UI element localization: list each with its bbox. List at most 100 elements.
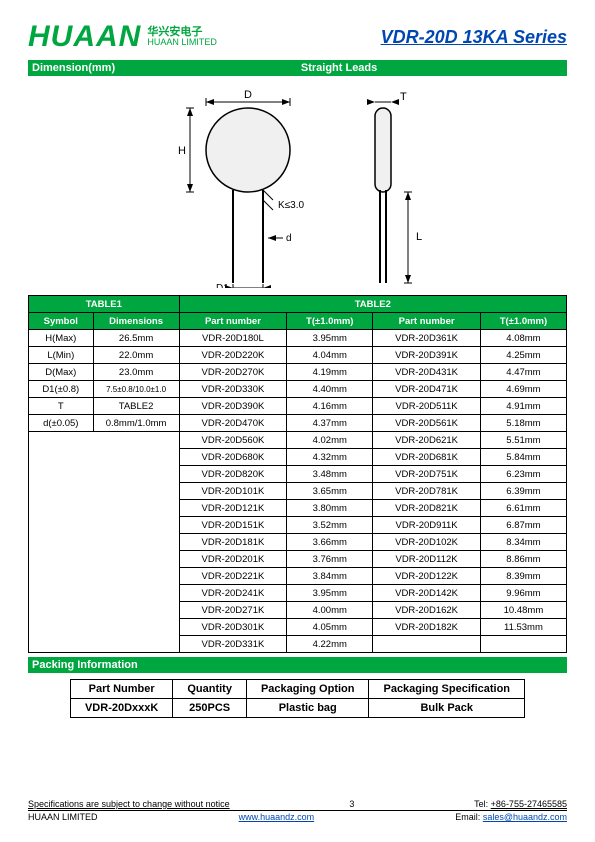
table2-p2: VDR-20D821K bbox=[373, 500, 481, 517]
table2-t1: 3.65mm bbox=[287, 483, 373, 500]
table2-p1: VDR-20D560K bbox=[179, 432, 287, 449]
packing-title: Packing Information bbox=[28, 657, 567, 673]
table2-p1: VDR-20D101K bbox=[179, 483, 287, 500]
table2-p1: VDR-20D820K bbox=[179, 466, 287, 483]
table2-t2: 4.91mm bbox=[480, 398, 566, 415]
table2-p2: VDR-20D102K bbox=[373, 534, 481, 551]
table1-dim: 7.5±0.8/10.0±1.0 bbox=[93, 381, 179, 398]
empty-cell bbox=[29, 534, 94, 551]
table2-p1: VDR-20D301K bbox=[179, 619, 287, 636]
empty-cell bbox=[93, 636, 179, 653]
empty-cell bbox=[93, 449, 179, 466]
table2-p2: VDR-20D112K bbox=[373, 551, 481, 568]
table2-t2: 8.86mm bbox=[480, 551, 566, 568]
table2-p1: VDR-20D241K bbox=[179, 585, 287, 602]
empty-cell bbox=[29, 551, 94, 568]
footer: Specifications are subject to change wit… bbox=[28, 799, 567, 822]
label-D1: D1 bbox=[216, 283, 229, 288]
table1-col1: Symbol bbox=[29, 313, 94, 330]
table2-t1: 3.48mm bbox=[287, 466, 373, 483]
empty-cell bbox=[29, 483, 94, 500]
table2-p1: VDR-20D180L bbox=[179, 330, 287, 347]
table2-p1: VDR-20D271K bbox=[179, 602, 287, 619]
empty-cell bbox=[93, 500, 179, 517]
table2-t1: 3.80mm bbox=[287, 500, 373, 517]
empty-cell bbox=[93, 568, 179, 585]
empty-cell bbox=[93, 483, 179, 500]
table2-p1: VDR-20D680K bbox=[179, 449, 287, 466]
table2-t1: 4.40mm bbox=[287, 381, 373, 398]
label-d: d bbox=[286, 233, 292, 244]
table2-t2: 8.39mm bbox=[480, 568, 566, 585]
empty-cell bbox=[93, 602, 179, 619]
table2-p2: VDR-20D182K bbox=[373, 619, 481, 636]
email-link[interactable]: sales@huaandz.com bbox=[483, 812, 567, 822]
table2-col2: T(±1.0mm) bbox=[287, 313, 373, 330]
table2-t2: 4.47mm bbox=[480, 364, 566, 381]
table2-p1: VDR-20D270K bbox=[179, 364, 287, 381]
table2-col1: Part number bbox=[179, 313, 287, 330]
dimension-label: Dimension(mm) bbox=[32, 62, 115, 74]
packing-r2: 250PCS bbox=[173, 699, 247, 718]
table2-p1: VDR-20D121K bbox=[179, 500, 287, 517]
page-title: VDR-20D 13KA Series bbox=[381, 27, 567, 48]
empty-cell bbox=[29, 449, 94, 466]
table2-t1: 3.52mm bbox=[287, 517, 373, 534]
spec-note: Specifications are subject to change wit… bbox=[28, 799, 230, 809]
table2-t1: 4.32mm bbox=[287, 449, 373, 466]
packing-h2: Quantity bbox=[173, 680, 247, 699]
packing-h3: Packaging Option bbox=[246, 680, 369, 699]
table2-p2: VDR-20D471K bbox=[373, 381, 481, 398]
empty-cell bbox=[93, 517, 179, 534]
table2-p1: VDR-20D201K bbox=[179, 551, 287, 568]
table2-t1: 4.02mm bbox=[287, 432, 373, 449]
empty-cell bbox=[93, 466, 179, 483]
table2-p2: VDR-20D911K bbox=[373, 517, 481, 534]
tel-block: Tel: +86-755-27465585 bbox=[474, 799, 567, 809]
table2-p2: VDR-20D621K bbox=[373, 432, 481, 449]
header: HUAAN 华兴安电子 HUAAN LIMITED VDR-20D 13KA S… bbox=[28, 20, 567, 54]
table2-t2: 6.39mm bbox=[480, 483, 566, 500]
empty-cell bbox=[93, 551, 179, 568]
empty-cell bbox=[29, 466, 94, 483]
table2-p2: VDR-20D162K bbox=[373, 602, 481, 619]
page-number: 3 bbox=[349, 799, 354, 809]
table2-p1: VDR-20D221K bbox=[179, 568, 287, 585]
table2-t1: 3.76mm bbox=[287, 551, 373, 568]
empty-cell bbox=[29, 568, 94, 585]
table2-p2 bbox=[373, 636, 481, 653]
label-K: K≤3.0 bbox=[278, 200, 304, 211]
logo-main: HUAAN bbox=[28, 20, 141, 54]
table1-sym: d(±0.05) bbox=[29, 415, 94, 432]
table2-t1: 4.19mm bbox=[287, 364, 373, 381]
packing-r3: Plastic bag bbox=[246, 699, 369, 718]
empty-cell bbox=[93, 619, 179, 636]
table2-t2: 4.25mm bbox=[480, 347, 566, 364]
label-H: H bbox=[178, 145, 186, 157]
table2-t2: 4.08mm bbox=[480, 330, 566, 347]
website-link[interactable]: www.huaandz.com bbox=[239, 812, 315, 822]
packing-r1: VDR-20DxxxK bbox=[70, 699, 172, 718]
table2-t2: 8.34mm bbox=[480, 534, 566, 551]
table2-t1: 4.04mm bbox=[287, 347, 373, 364]
table2-p2: VDR-20D431K bbox=[373, 364, 481, 381]
table2-t1: 4.22mm bbox=[287, 636, 373, 653]
table1-dim: 22.0mm bbox=[93, 347, 179, 364]
company-name: HUAAN LIMITED bbox=[28, 812, 98, 822]
table2-p2: VDR-20D361K bbox=[373, 330, 481, 347]
table1-dim: 0.8mm/1.0mm bbox=[93, 415, 179, 432]
table2-t1: 4.16mm bbox=[287, 398, 373, 415]
table2-p2: VDR-20D681K bbox=[373, 449, 481, 466]
table2-p1: VDR-20D390K bbox=[179, 398, 287, 415]
table2-p2: VDR-20D142K bbox=[373, 585, 481, 602]
table1-dim: 23.0mm bbox=[93, 364, 179, 381]
table2-t1: 3.95mm bbox=[287, 585, 373, 602]
table2-p1: VDR-20D151K bbox=[179, 517, 287, 534]
label-L: L bbox=[416, 231, 422, 243]
table2-p2: VDR-20D751K bbox=[373, 466, 481, 483]
packing-h4: Packaging Specification bbox=[369, 680, 525, 699]
table2-p1: VDR-20D470K bbox=[179, 415, 287, 432]
empty-cell bbox=[29, 636, 94, 653]
table2-t1: 4.37mm bbox=[287, 415, 373, 432]
table1-sym: L(Min) bbox=[29, 347, 94, 364]
